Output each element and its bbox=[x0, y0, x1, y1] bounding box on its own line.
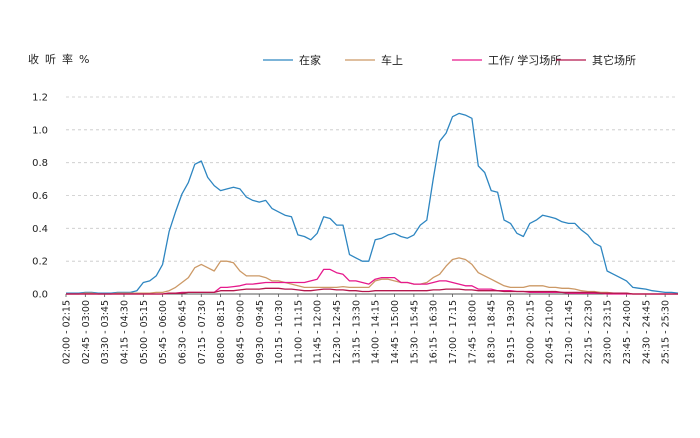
y-tick-label: 0.0 bbox=[32, 290, 48, 301]
x-tick-label: 24:30 - 24:45 bbox=[641, 300, 652, 364]
y-tick-label: 0.6 bbox=[32, 191, 48, 202]
x-tick-label: 17:45 - 18:00 bbox=[467, 300, 478, 364]
x-tick-label: 10:15 - 10:30 bbox=[274, 300, 285, 364]
legend-label: 其它场所 bbox=[592, 53, 636, 67]
x-tick-label: 02:45 - 03:00 bbox=[81, 300, 92, 364]
y-axis-ticks: 0.0 0.2 0.4 0.6 0.8 1.0 1.2 bbox=[32, 93, 48, 301]
x-axis-ticks: 02:00 - 02:15 02:45 - 03:00 03:30 - 03:45 0… bbox=[62, 294, 672, 364]
x-tick-label: 18:30 - 18:45 bbox=[487, 300, 498, 364]
x-tick-label: 02:00 - 02:15 bbox=[62, 300, 73, 364]
x-tick-label: 20:45 - 21:00 bbox=[545, 300, 556, 364]
series-lines bbox=[66, 112, 679, 295]
x-tick-label: 20:00 - 20:15 bbox=[525, 300, 536, 364]
x-tick-label: 14:00 - 14:15 bbox=[371, 300, 382, 364]
x-tick-label: 19:15 - 19:30 bbox=[506, 300, 517, 364]
legend-label: 在家 bbox=[299, 53, 321, 67]
y-tick-label: 0.2 bbox=[32, 257, 48, 268]
x-tick-label: 09:30 - 09:45 bbox=[255, 300, 266, 364]
x-tick-label: 12:30 - 12:45 bbox=[332, 300, 343, 364]
series-line-2 bbox=[66, 257, 678, 295]
gridlines bbox=[66, 96, 678, 262]
x-tick-label: 08:00 - 08:15 bbox=[216, 300, 227, 364]
series-line-1 bbox=[66, 112, 679, 294]
x-tick-label: 15:30 - 15:45 bbox=[409, 300, 420, 364]
x-tick-label: 07:15 - 07:30 bbox=[197, 300, 208, 364]
x-tick-label: 22:15 - 22:30 bbox=[583, 300, 594, 364]
x-tick-label: 17:00 - 17:15 bbox=[448, 300, 459, 364]
x-tick-label: 16:15 - 16:30 bbox=[429, 300, 440, 364]
x-tick-label: 03:30 - 03:45 bbox=[100, 300, 111, 364]
x-tick-label: 13:15 - 13:30 bbox=[351, 300, 362, 364]
y-tick-label: 0.4 bbox=[32, 224, 48, 235]
legend-label: 工作/ 学习场所 bbox=[488, 53, 561, 67]
x-tick-label: 11:00 - 11:15 bbox=[293, 300, 304, 364]
x-tick-label: 05:45 - 06:00 bbox=[158, 300, 169, 364]
y-tick-label: 1.2 bbox=[32, 93, 48, 104]
x-tick-label: 23:45 - 24:00 bbox=[622, 300, 633, 364]
x-tick-label: 11:45 - 12:00 bbox=[313, 300, 324, 364]
y-tick-label: 1.0 bbox=[32, 125, 48, 136]
x-tick-label: 25:15 - 25:30 bbox=[661, 300, 672, 364]
x-tick-label: 06:30 - 06:45 bbox=[177, 300, 188, 364]
x-tick-label: 08:45 - 09:00 bbox=[235, 300, 246, 364]
x-tick-label: 23:00 - 23:15 bbox=[603, 300, 614, 364]
x-tick-label: 05:00 - 05:15 bbox=[139, 300, 150, 364]
y-tick-label: 0.8 bbox=[32, 158, 48, 169]
legend-label: 车上 bbox=[381, 53, 403, 67]
x-tick-label: 21:30 - 21:45 bbox=[564, 300, 575, 364]
legend: 在家 车上 工作/ 学习场所 其它场所 bbox=[263, 53, 636, 67]
series-line-4 bbox=[66, 287, 678, 295]
x-tick-label: 14:45 - 15:00 bbox=[390, 300, 401, 364]
y-axis-label: 收听率% bbox=[28, 52, 95, 66]
x-tick-label: 04:15 - 04:30 bbox=[119, 300, 130, 364]
